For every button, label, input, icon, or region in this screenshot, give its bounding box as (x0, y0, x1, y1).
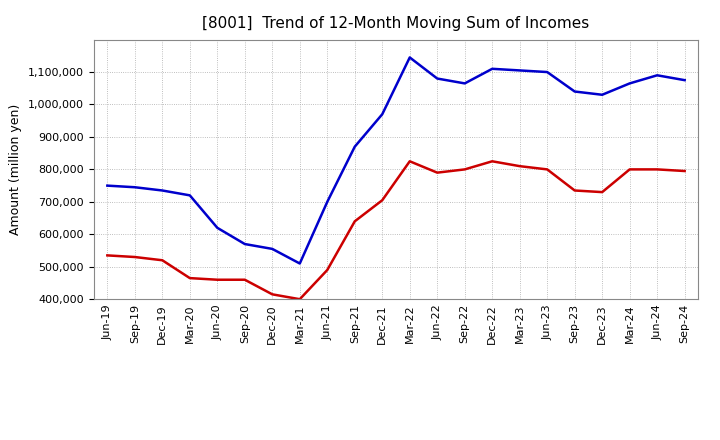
Ordinary Income (103, 183, 112, 188)
Ordinary Income (488, 66, 497, 71)
Ordinary Income (158, 188, 166, 193)
Net Income (653, 167, 662, 172)
Net Income (433, 170, 441, 175)
Net Income (488, 159, 497, 164)
Ordinary Income (543, 70, 552, 75)
Net Income (130, 254, 139, 260)
Ordinary Income (130, 185, 139, 190)
Net Income (405, 159, 414, 164)
Ordinary Income (240, 242, 249, 247)
Line: Net Income: Net Income (107, 161, 685, 299)
Ordinary Income (433, 76, 441, 81)
Net Income (186, 275, 194, 281)
Ordinary Income (378, 112, 387, 117)
Net Income (598, 190, 606, 195)
Net Income (158, 258, 166, 263)
Ordinary Income (516, 68, 524, 73)
Net Income (323, 268, 332, 273)
Ordinary Income (351, 144, 359, 149)
Net Income (680, 169, 689, 174)
Ordinary Income (186, 193, 194, 198)
Ordinary Income (460, 81, 469, 86)
Ordinary Income (570, 89, 579, 94)
Ordinary Income (626, 81, 634, 86)
Ordinary Income (213, 225, 222, 231)
Ordinary Income (323, 199, 332, 205)
Title: [8001]  Trend of 12-Month Moving Sum of Incomes: [8001] Trend of 12-Month Moving Sum of I… (202, 16, 590, 32)
Net Income (516, 164, 524, 169)
Net Income (570, 188, 579, 193)
Net Income (543, 167, 552, 172)
Net Income (240, 277, 249, 282)
Ordinary Income (295, 261, 304, 266)
Net Income (295, 297, 304, 302)
Net Income (351, 219, 359, 224)
Net Income (378, 198, 387, 203)
Ordinary Income (268, 246, 276, 252)
Ordinary Income (598, 92, 606, 97)
Ordinary Income (405, 55, 414, 60)
Net Income (626, 167, 634, 172)
Net Income (460, 167, 469, 172)
Net Income (103, 253, 112, 258)
Line: Ordinary Income: Ordinary Income (107, 58, 685, 264)
Ordinary Income (680, 77, 689, 83)
Ordinary Income (653, 73, 662, 78)
Y-axis label: Amount (million yen): Amount (million yen) (9, 104, 22, 235)
Net Income (268, 292, 276, 297)
Net Income (213, 277, 222, 282)
